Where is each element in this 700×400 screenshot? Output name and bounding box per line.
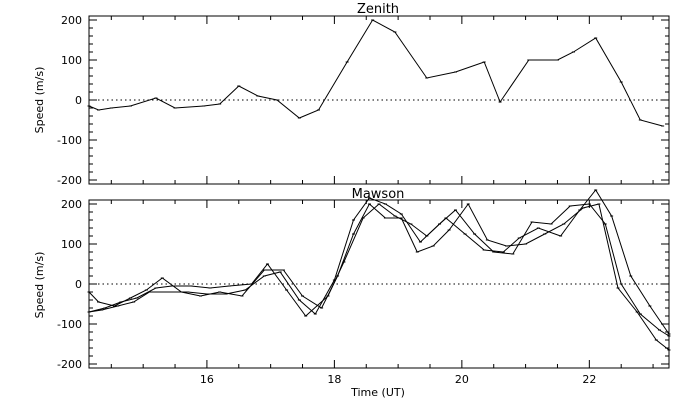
mawson-y-tick-label: 0	[75, 278, 82, 291]
mawson-series-1-line	[88, 203, 670, 351]
zenith-y-tick-label: 200	[61, 14, 82, 27]
mawson-x-tick-label: 16	[200, 373, 214, 386]
mawson-y-axis-label: Speed (m/s)	[33, 252, 46, 319]
zenith-y-axis-label: Speed (m/s)	[33, 67, 46, 134]
zenith-series-1-line	[88, 19, 663, 127]
mawson-y-tick-label: 100	[61, 238, 82, 251]
zenith-panel: Zenith Speed (m/s) -200 -100 0 100 200	[33, 2, 670, 187]
mawson-y-tick-label: 200	[61, 198, 82, 211]
mawson-series-3-line	[88, 189, 670, 335]
mawson-y-tick-label: -100	[57, 318, 82, 331]
mawson-series-2-line	[88, 197, 670, 337]
mawson-x-tick-label: 20	[455, 373, 469, 386]
zenith-y-tick-label: -100	[57, 134, 82, 147]
mawson-x-tick-label: 18	[327, 373, 341, 386]
zenith-y-tick-label: 100	[61, 54, 82, 67]
mawson-x-axis-label: Time (UT)	[350, 386, 405, 399]
zenith-y-tick-label: -200	[57, 174, 82, 187]
mawson-title: Mawson	[352, 187, 405, 202]
zenith-y-tick-label: 0	[75, 94, 82, 107]
zenith-title: Zenith	[357, 2, 399, 17]
mawson-x-tick-label: 22	[582, 373, 596, 386]
mawson-y-tick-label: -200	[57, 358, 82, 371]
mawson-panel: Mawson Speed (m/s) Time (UT) -200 -100 0 10…	[33, 187, 671, 399]
